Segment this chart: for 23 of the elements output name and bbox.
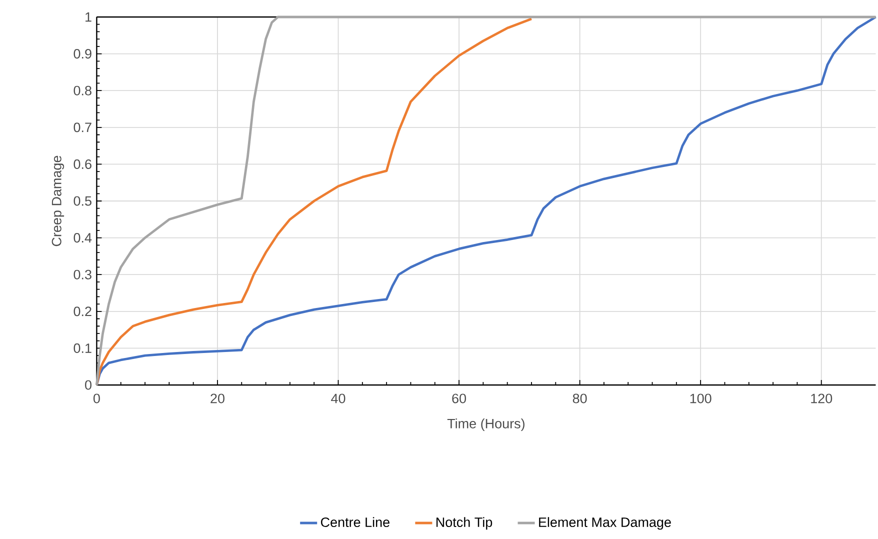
x-tick-label: 100 bbox=[690, 394, 712, 404]
y-tick-label: 0.5 bbox=[74, 196, 92, 206]
y-tick-label: 0.4 bbox=[74, 233, 92, 243]
y-tick-label: 0.6 bbox=[74, 159, 92, 169]
x-tick-label: 0 bbox=[93, 394, 100, 404]
y-tick-label: 0.1 bbox=[74, 343, 92, 353]
x-tick-label: 20 bbox=[210, 394, 224, 404]
legend-label: Centre Line bbox=[320, 517, 390, 528]
y-tick-label: 0 bbox=[85, 380, 92, 390]
x-tick-label: 40 bbox=[331, 394, 346, 404]
legend-label: Element Max Damage bbox=[539, 517, 671, 530]
y-tick-label: 1 bbox=[86, 12, 92, 22]
legend-label: Notch Tip bbox=[436, 517, 492, 530]
x-tick-label: 120 bbox=[811, 394, 832, 404]
x-tick-label: 80 bbox=[572, 394, 587, 404]
y-tick-label: 0.3 bbox=[74, 270, 92, 280]
x-axis-title: Time (Hours) bbox=[447, 418, 524, 432]
y-axis-title: Creep Damage bbox=[52, 156, 64, 246]
y-tick-label: 0.2 bbox=[74, 306, 92, 316]
y-tick-label: 0.8 bbox=[74, 86, 92, 96]
x-tick-label: 60 bbox=[452, 394, 466, 404]
y-tick-label: 0.9 bbox=[74, 49, 92, 59]
y-tick-label: 0.7 bbox=[74, 122, 92, 132]
